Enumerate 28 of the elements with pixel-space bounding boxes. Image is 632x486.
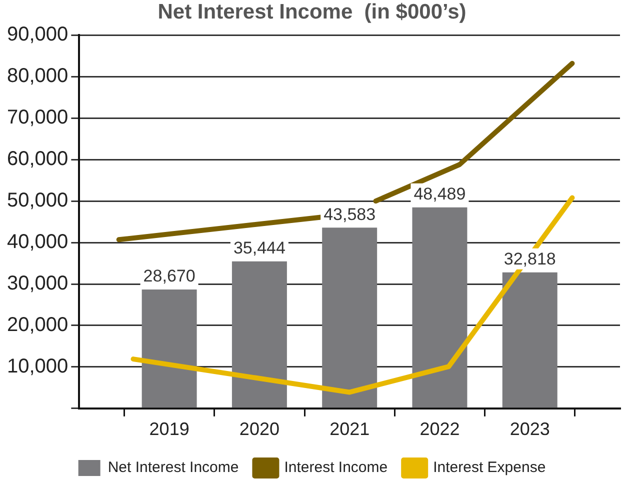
chart-title: Net Interest Income (in $000’s) <box>158 0 466 24</box>
x-tick-label: 2023 <box>510 419 550 440</box>
bar <box>142 290 197 408</box>
bar <box>502 272 558 408</box>
data-label: 32,818 <box>504 250 556 268</box>
data-label: 48,489 <box>414 184 466 204</box>
y-tick-label: 40,000 <box>7 231 68 254</box>
x-tick-label: 2021 <box>330 419 370 440</box>
y-tick-label: 60,000 <box>7 148 68 170</box>
x-tick-label: 2020 <box>239 419 280 440</box>
y-tick-label: 50,000 <box>7 190 68 212</box>
y-tick-label: 30,000 <box>7 272 68 295</box>
data-label: 43,583 <box>324 204 376 224</box>
bar <box>232 261 287 408</box>
y-tick-label: 80,000 <box>7 65 68 88</box>
x-tick-label: 2022 <box>420 419 460 440</box>
legend-label: Net Interest Income <box>108 459 239 476</box>
x-tick-label: 2019 <box>149 419 190 440</box>
y-tick-label: 70,000 <box>7 106 68 129</box>
legend-label: Interest Income <box>284 459 388 476</box>
bar <box>322 228 378 408</box>
y-tick-label: 20,000 <box>7 314 68 336</box>
y-tick-label: 10,000 <box>7 355 68 378</box>
legend-label: Interest Expense <box>433 459 546 476</box>
y-tick-label: 90,000 <box>7 24 68 46</box>
bar <box>412 207 468 408</box>
data-label: 28,670 <box>143 266 196 286</box>
data-label: 35,444 <box>233 238 286 258</box>
